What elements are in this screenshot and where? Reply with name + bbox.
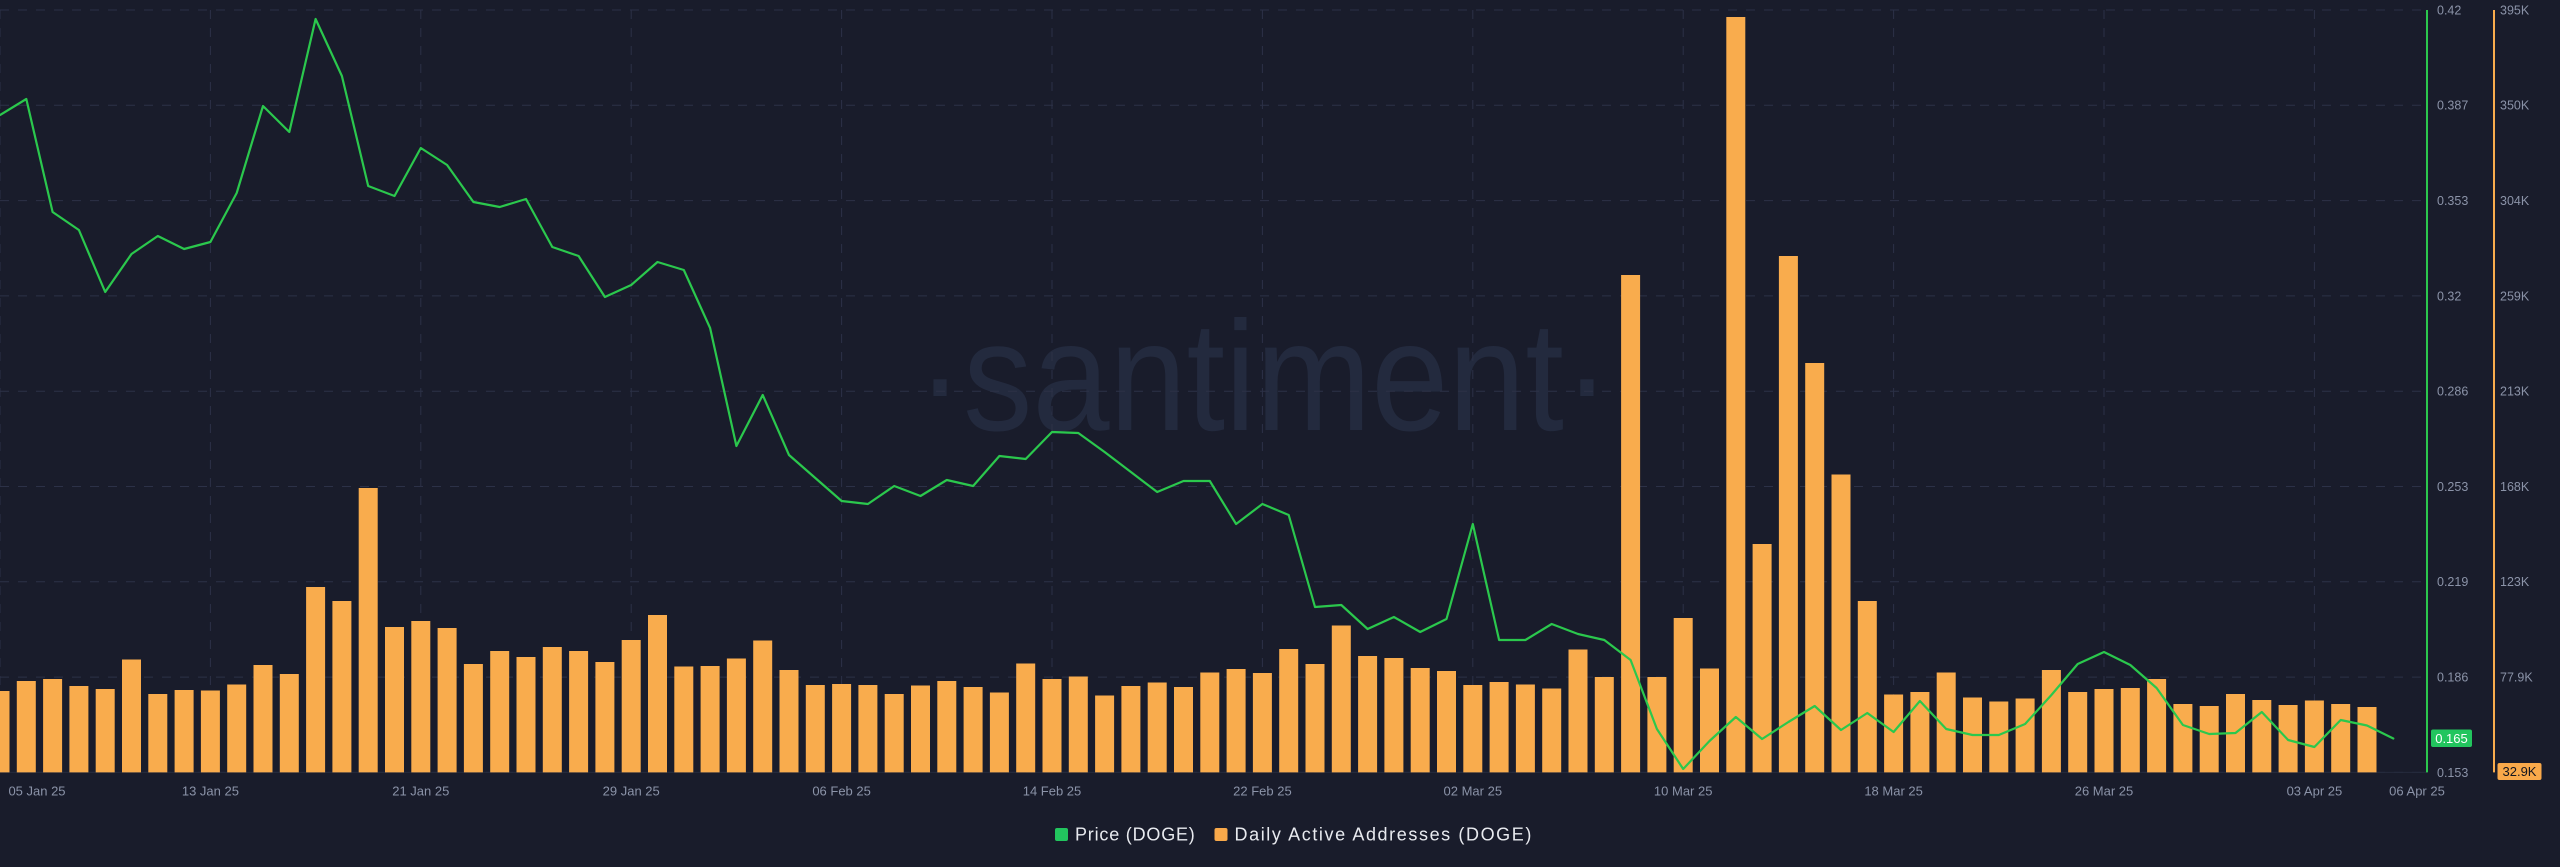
svg-text:0.253: 0.253	[2437, 480, 2468, 494]
svg-text:395K: 395K	[2500, 3, 2530, 17]
svg-text:06 Apr 25: 06 Apr 25	[2389, 783, 2445, 798]
svg-text:29 Jan 25: 29 Jan 25	[603, 783, 660, 798]
svg-text:06 Feb 25: 06 Feb 25	[812, 783, 871, 798]
svg-text:213K: 213K	[2500, 385, 2530, 399]
svg-text:22 Feb 25: 22 Feb 25	[1233, 783, 1292, 798]
svg-text:02 Mar 25: 02 Mar 25	[1444, 783, 1503, 798]
svg-text:Price (DOGE): Price (DOGE)	[1075, 825, 1196, 845]
svg-text:14 Feb 25: 14 Feb 25	[1023, 783, 1082, 798]
svg-text:03 Apr 25: 03 Apr 25	[2287, 783, 2343, 798]
svg-text:13 Jan 25: 13 Jan 25	[182, 783, 239, 798]
svg-text:05 Jan 25: 05 Jan 25	[8, 783, 65, 798]
svg-text:26 Mar 25: 26 Mar 25	[2075, 783, 2134, 798]
svg-text:350K: 350K	[2500, 99, 2530, 113]
svg-text:32.9K: 32.9K	[2503, 764, 2537, 779]
svg-text:·santiment·: ·santiment·	[917, 290, 1610, 464]
svg-text:18 Mar 25: 18 Mar 25	[1864, 783, 1923, 798]
svg-text:77.9K: 77.9K	[2500, 671, 2533, 685]
svg-text:0.286: 0.286	[2437, 385, 2468, 399]
svg-text:0.32: 0.32	[2437, 289, 2461, 303]
svg-text:304K: 304K	[2500, 194, 2530, 208]
svg-text:21 Jan 25: 21 Jan 25	[392, 783, 449, 798]
svg-text:168K: 168K	[2500, 480, 2530, 494]
svg-text:0.153: 0.153	[2437, 766, 2468, 780]
svg-text:0.387: 0.387	[2437, 99, 2468, 113]
svg-text:123K: 123K	[2500, 575, 2530, 589]
svg-text:0.219: 0.219	[2437, 575, 2468, 589]
svg-text:0.42: 0.42	[2437, 3, 2461, 17]
svg-text:259K: 259K	[2500, 289, 2530, 303]
svg-text:0.165: 0.165	[2435, 731, 2468, 746]
svg-text:Daily Active Addresses (DOGE): Daily Active Addresses (DOGE)	[1235, 825, 1533, 845]
svg-text:10 Mar 25: 10 Mar 25	[1654, 783, 1713, 798]
svg-text:0.186: 0.186	[2437, 671, 2468, 685]
svg-text:0.353: 0.353	[2437, 194, 2468, 208]
